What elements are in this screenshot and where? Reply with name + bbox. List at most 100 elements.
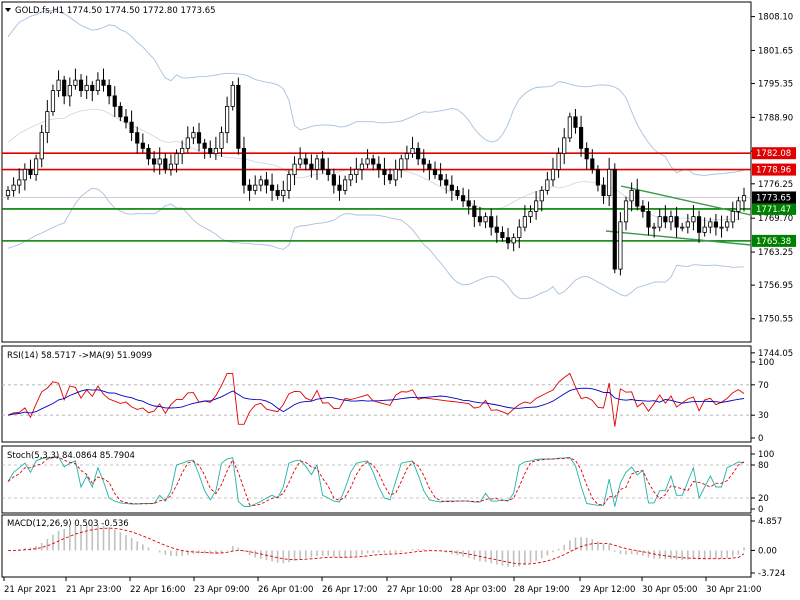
candle-body xyxy=(107,84,112,97)
candle-body xyxy=(584,147,589,160)
rsi-line xyxy=(7,372,745,427)
candle-body xyxy=(663,216,668,223)
candle-body xyxy=(348,174,353,181)
candle-body xyxy=(230,84,235,107)
candle-body xyxy=(421,158,426,165)
candle-body xyxy=(101,79,106,86)
time-tick-label: 29 Apr 12:00 xyxy=(580,585,635,595)
panel-tick-label: 4.857 xyxy=(758,517,782,527)
candle-body xyxy=(500,231,505,239)
candle-body xyxy=(629,189,634,202)
candle-body xyxy=(601,184,606,197)
candle-body xyxy=(517,226,522,239)
candle-body xyxy=(680,226,685,229)
rsi-header: RSI(14) 58.5717 ->MA(9) 51.9099 xyxy=(7,351,152,361)
price-tick-label: 1801.65 xyxy=(758,46,793,56)
candle-body xyxy=(269,184,275,191)
candle-body xyxy=(674,216,679,228)
candle-body xyxy=(140,142,145,149)
candle-body xyxy=(90,84,95,92)
candle-body xyxy=(528,210,533,218)
candle-body xyxy=(331,174,336,186)
candle-body xyxy=(685,221,690,228)
candle-body xyxy=(202,142,207,149)
panel-tick-label: 30 xyxy=(758,411,769,421)
candle-body xyxy=(652,226,657,229)
time-tick-label: 26 Apr 17:00 xyxy=(322,585,377,595)
lower-trendline[interactable] xyxy=(605,230,752,246)
candle-body xyxy=(578,126,584,149)
candle-body xyxy=(567,116,572,139)
macd-panel-frame xyxy=(1,514,752,578)
candle-body xyxy=(657,216,662,228)
candle-body xyxy=(708,221,713,228)
level-tag-label: 1765.38 xyxy=(756,237,791,247)
candle-body xyxy=(236,84,241,149)
current-price-tag xyxy=(752,191,796,204)
candle-body xyxy=(635,189,640,207)
candle-body xyxy=(730,210,735,223)
price-tick-label: 1776.25 xyxy=(758,180,793,190)
candle-body xyxy=(28,168,33,176)
candle-body xyxy=(719,226,724,229)
candle-body xyxy=(410,147,415,155)
candle-body xyxy=(118,105,123,118)
candle-body xyxy=(34,158,39,176)
candle-body xyxy=(298,158,303,165)
candle-body xyxy=(590,158,595,170)
candle-body xyxy=(460,195,466,202)
panel-tick-label: 0 xyxy=(758,434,763,444)
candle-body xyxy=(387,174,393,181)
candle-body xyxy=(174,153,179,165)
candle-body xyxy=(489,216,494,228)
upper-trendline[interactable] xyxy=(620,185,752,216)
candle-body xyxy=(146,147,151,160)
candle-body xyxy=(539,189,544,202)
candle-body xyxy=(11,184,16,191)
rsi-ma-line xyxy=(7,387,745,416)
level-tag-label: 1771.47 xyxy=(756,205,791,215)
candle-body xyxy=(292,163,297,176)
candle-body xyxy=(511,237,516,244)
candle-body xyxy=(281,189,286,197)
candle-body xyxy=(258,179,263,186)
candle-body xyxy=(151,158,157,165)
candle-body xyxy=(376,163,381,170)
price-tick-label: 1744.05 xyxy=(758,349,793,359)
candle-body xyxy=(337,184,342,191)
candle-body xyxy=(618,221,623,270)
candle-body xyxy=(427,163,432,170)
candle-body xyxy=(320,158,325,170)
candle-body xyxy=(309,163,314,170)
price-panel-frame xyxy=(1,1,752,343)
upper-band xyxy=(7,10,745,176)
candle-body xyxy=(168,163,174,170)
candle-body xyxy=(741,195,747,202)
candle-body xyxy=(595,168,601,186)
candle-body xyxy=(354,168,359,176)
candles xyxy=(5,68,747,276)
candle-body xyxy=(404,153,409,160)
candle-body xyxy=(477,216,483,223)
candle-body xyxy=(208,147,213,155)
candle-body xyxy=(696,216,702,233)
time-axis: 21 Apr 2021 21 Apr 23:00 22 Apr 16:00 23 Ap… xyxy=(3,577,761,595)
time-tick-label: 21 Apr 23:00 xyxy=(66,585,121,595)
price-tick-label: 1756.95 xyxy=(758,281,793,291)
candle-body xyxy=(56,79,61,92)
candle-body xyxy=(73,79,78,86)
time-tick-label: 28 Apr 19:00 xyxy=(514,585,569,595)
candle-body xyxy=(393,168,398,181)
triangle-down-icon[interactable] xyxy=(5,8,11,12)
panel-tick-label: -3.724 xyxy=(758,569,785,579)
candle-body xyxy=(713,221,718,228)
panel-tick-label: 70 xyxy=(758,381,769,391)
price-tick-label: 1795.35 xyxy=(758,80,793,90)
candle-body xyxy=(286,174,292,191)
price-tags: 1782.08 1778.96 1771.47 1765.38 1773.65 xyxy=(752,147,796,247)
macd-signal-line xyxy=(8,527,745,565)
lower-band xyxy=(7,187,745,300)
candle-body xyxy=(534,200,539,212)
macd-plot: 4.857 0.00 -3.724 xyxy=(8,517,785,579)
